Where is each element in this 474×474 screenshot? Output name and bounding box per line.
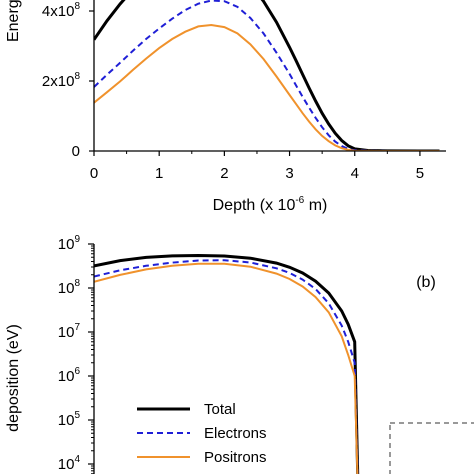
legend-label-positrons: Positrons (204, 449, 267, 466)
panel-a-series-positrons (94, 23, 440, 151)
panel-a-y-tick-label: 0 (72, 143, 80, 160)
legend-label-total: Total (204, 401, 236, 418)
panel-b-y-tick-label: 105 (58, 410, 81, 429)
panel-a-lines (94, 0, 440, 151)
panel-b-label: (b) (416, 274, 436, 291)
panel-b-y-tick-label: 109 (58, 234, 81, 253)
legend-label-electrons: Electrons (204, 425, 267, 442)
panel-a-x-tick-label: 3 (285, 165, 293, 182)
panel-b-y-tick-label: 107 (58, 322, 81, 341)
panel-a-y-tick-label: 2x108 (42, 71, 81, 90)
panel-a-x-tick-label: 1 (155, 165, 163, 182)
panel-a-series-electrons (94, 0, 440, 151)
panel-a-series-total (94, 0, 440, 151)
panel-a-y-axis-label: Energy d (5, 0, 22, 42)
panel-b-ticks: 109 108 107 106 105 104 (58, 234, 94, 474)
panel-b-y-tick-label: 104 (58, 454, 81, 473)
panel-b-y-axis-label: deposition (eV) (5, 324, 22, 432)
panel-a-x-tick-label: 4 (351, 165, 359, 182)
panel-b: 109 108 107 106 105 104 deposition (eV) (b) T… (5, 234, 474, 474)
panel-b-y-tick-label: 108 (58, 278, 81, 297)
panel-a-ticks: 0 1 2 3 4 5 0 2x108 4x108 (42, 1, 424, 182)
panel-b-series-electrons (94, 259, 359, 474)
panel-a-y-tick-label: 4x108 (42, 1, 81, 20)
panel-a: 0 1 2 3 4 5 0 2x108 4x108 Energy d Depth (x 10-6… (5, 0, 446, 214)
legend: Total Electrons Positrons (137, 401, 267, 466)
panel-b-series-total (94, 253, 360, 474)
panel-a-x-tick-label: 0 (90, 165, 98, 182)
panel-b-y-tick-label: 106 (58, 366, 81, 385)
panel-a-x-tick-label: 5 (416, 165, 424, 182)
panel-b-lines (94, 253, 360, 474)
panel-b-series-positrons (94, 262, 359, 474)
panel-a-x-tick-label: 2 (220, 165, 228, 182)
panel-a-x-axis-label: Depth (x 10-6 m) (213, 195, 328, 214)
zoom-region-box (389, 422, 474, 474)
